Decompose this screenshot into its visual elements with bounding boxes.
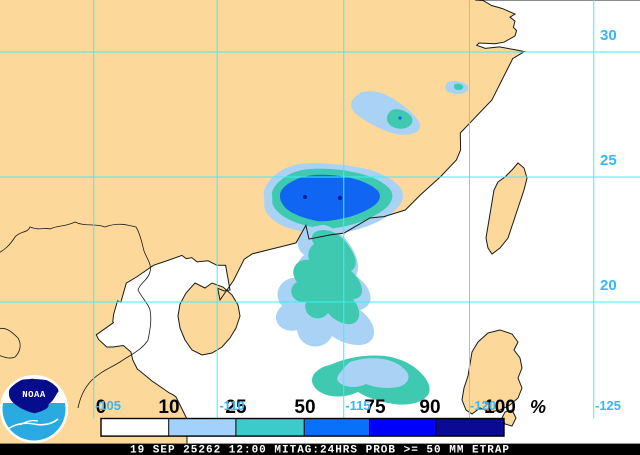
svg-text:-125: -125 xyxy=(595,398,621,413)
svg-text:19 SEP 25262 12:00 MITAG:24HRS: 19 SEP 25262 12:00 MITAG:24HRS PROB >= 5… xyxy=(130,445,510,455)
svg-text:-105: -105 xyxy=(95,398,121,413)
svg-text:NOAA: NOAA xyxy=(22,390,46,400)
svg-text:-120: -120 xyxy=(470,398,496,413)
svg-text:30: 30 xyxy=(600,27,617,44)
svg-text:50: 50 xyxy=(294,397,315,418)
svg-text:10: 10 xyxy=(158,397,179,418)
svg-text:20: 20 xyxy=(600,277,617,294)
svg-text:-115: -115 xyxy=(345,398,370,413)
svg-text:-110: -110 xyxy=(219,398,244,413)
svg-text:90: 90 xyxy=(419,397,440,418)
svg-text:25: 25 xyxy=(600,152,617,169)
svg-text:%: % xyxy=(530,397,546,417)
